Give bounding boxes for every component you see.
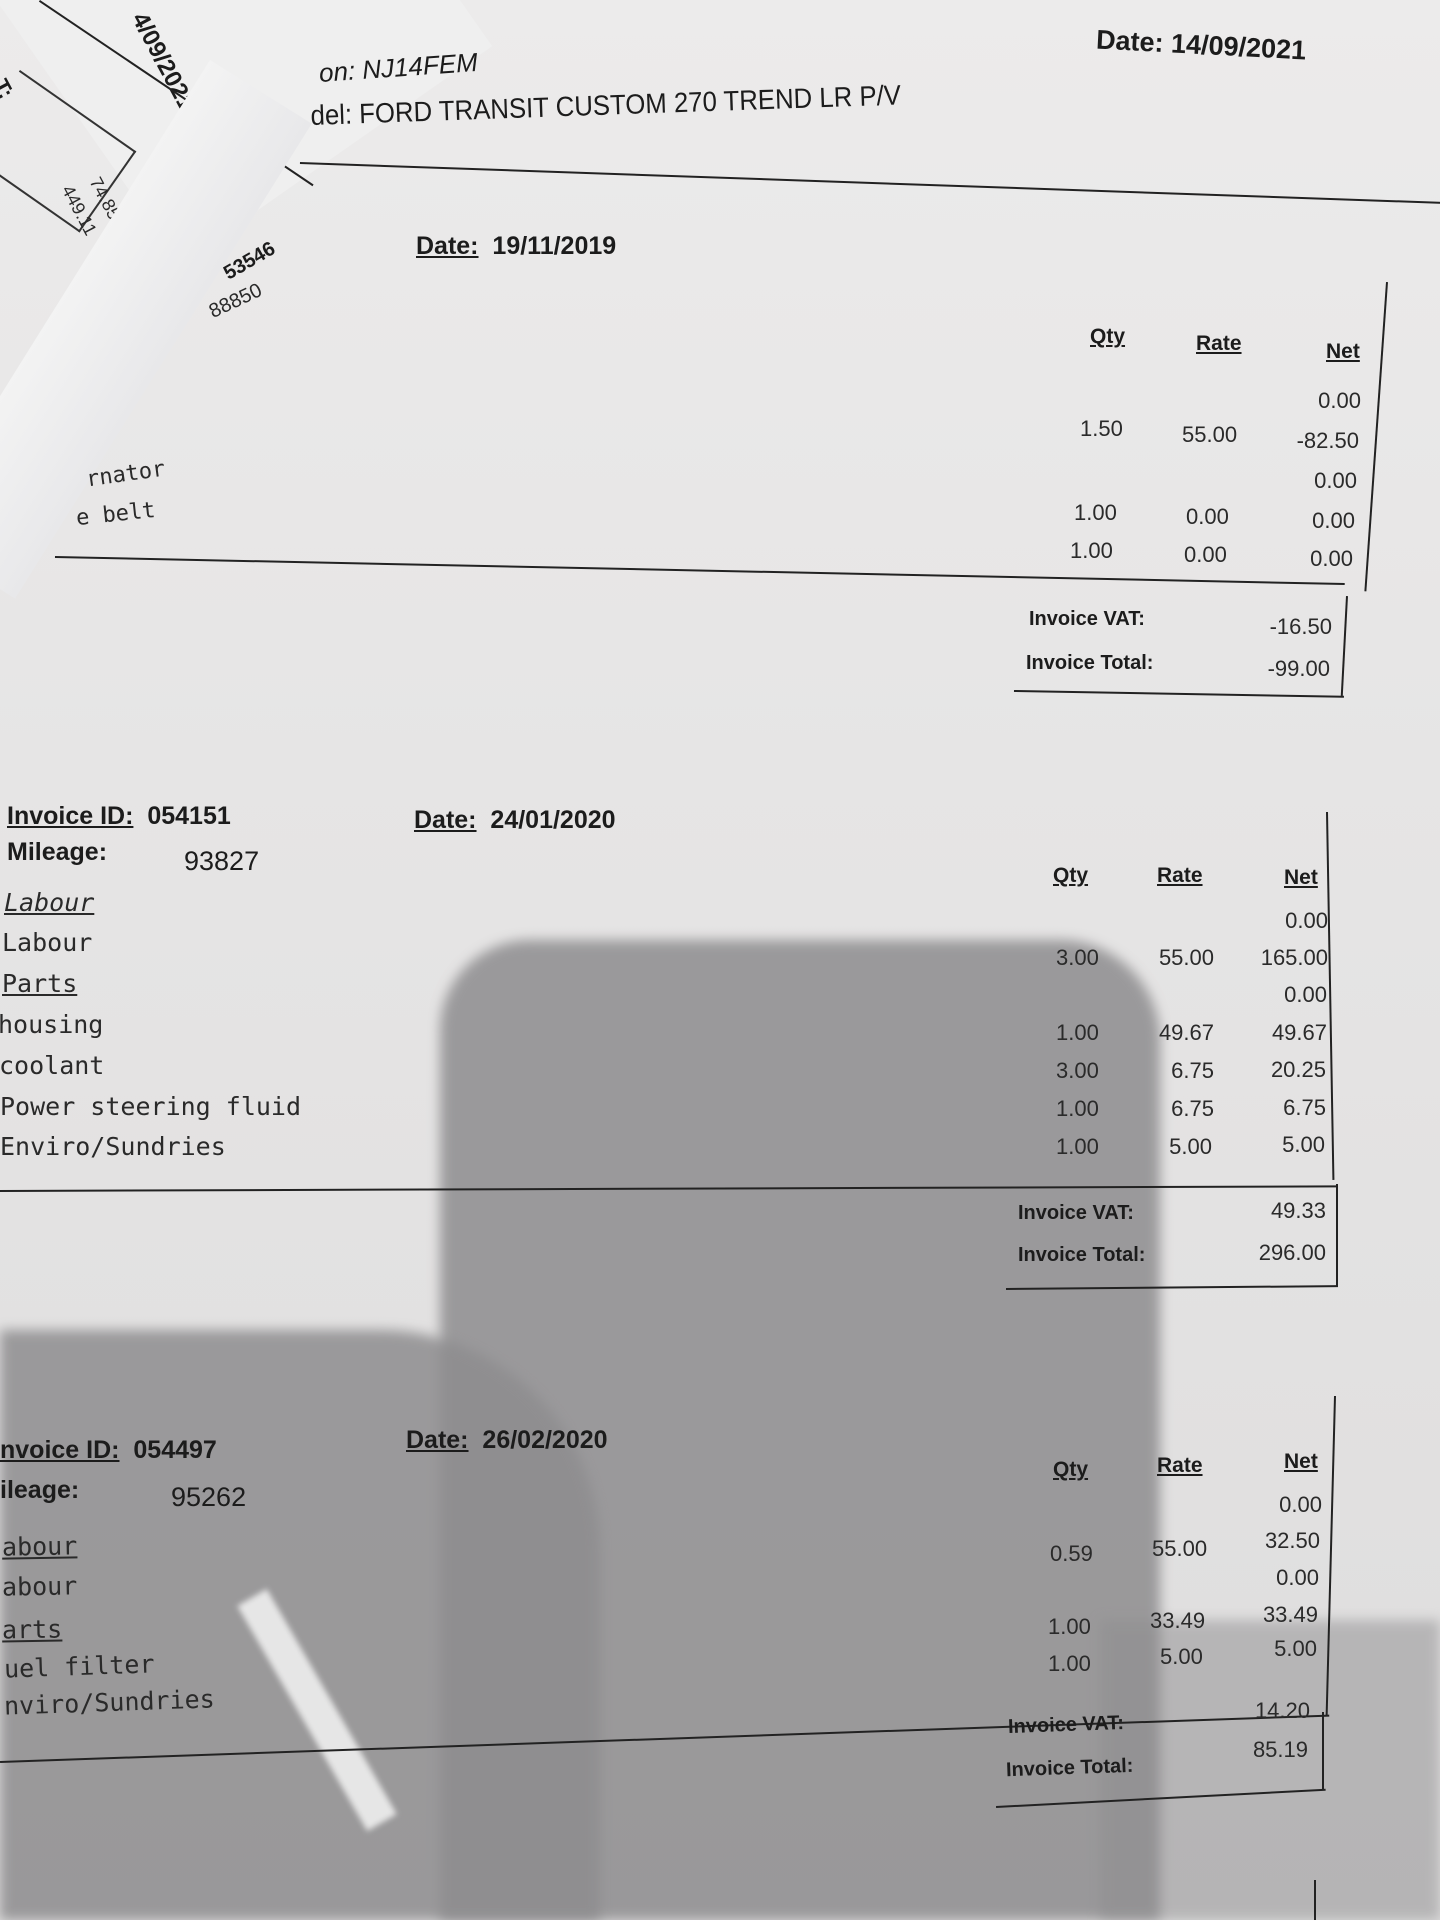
rate-cell: 0.00 bbox=[1184, 542, 1227, 567]
col-qty: Qty bbox=[1053, 864, 1089, 887]
net-cell: 165.00 bbox=[1260, 945, 1328, 970]
shadow bbox=[1100, 1620, 1440, 1920]
invoice3-mileage: 95262 bbox=[171, 1482, 247, 1512]
qty-cell: 1.00 bbox=[1056, 1020, 1099, 1045]
totals-border bbox=[1322, 1712, 1324, 1790]
rate-cell: 6.75 bbox=[1171, 1058, 1214, 1083]
page-edge bbox=[1314, 1880, 1316, 1920]
line-item: abour bbox=[1, 1531, 78, 1562]
invoice3-id: nvoice ID: 054497 bbox=[0, 1436, 217, 1464]
line-item: uel filter bbox=[3, 1649, 155, 1684]
invoice1-date: Date: 19/11/2019 bbox=[416, 232, 617, 260]
col-rate: Rate bbox=[1196, 332, 1242, 355]
invoice2-mileage: 93827 bbox=[184, 846, 260, 876]
col-qty: Qty bbox=[1053, 1458, 1089, 1481]
qty-cell: 3.00 bbox=[1056, 945, 1099, 970]
col-net: Net bbox=[1284, 1450, 1318, 1473]
totals-border bbox=[1336, 1184, 1338, 1286]
line-item: Parts bbox=[2, 969, 78, 998]
line-item: Labour bbox=[4, 888, 95, 917]
col-rate: Rate bbox=[1157, 864, 1203, 887]
invoice1-vat-label: Invoice VAT: bbox=[1029, 608, 1145, 630]
net-cell: 32.50 bbox=[1264, 1528, 1320, 1553]
rate-cell: 55.00 bbox=[1152, 1536, 1208, 1561]
rate-cell: 6.75 bbox=[1171, 1096, 1214, 1121]
invoice1-total-label: Invoice Total: bbox=[1026, 652, 1154, 674]
col-net: Net bbox=[1326, 340, 1360, 363]
invoice1-vat: -16.50 bbox=[1269, 614, 1332, 639]
invoice2-mileage-label: Mileage: bbox=[7, 838, 108, 866]
shadow bbox=[0, 1330, 600, 1920]
line-item: Enviro/Sundries bbox=[0, 1132, 226, 1161]
rate-cell: 55.00 bbox=[1158, 945, 1214, 970]
rate-cell: 5.00 bbox=[1160, 1644, 1203, 1669]
qty-cell: 1.50 bbox=[1080, 416, 1123, 441]
net-cell: 6.75 bbox=[1283, 1095, 1326, 1120]
rate-cell: 5.00 bbox=[1169, 1134, 1212, 1159]
qty-cell: 3.00 bbox=[1056, 1058, 1099, 1083]
net-cell: 0.00 bbox=[1285, 908, 1328, 933]
line-item: arts bbox=[1, 1614, 63, 1645]
line-item: abour bbox=[1, 1571, 78, 1602]
net-cell: 0.00 bbox=[1312, 508, 1355, 533]
qty-cell: 1.00 bbox=[1074, 500, 1117, 525]
header-date-value: 14/09/2021 bbox=[1170, 28, 1307, 66]
invoice3-mileage-label: ileage: bbox=[0, 1476, 80, 1504]
invoice1-total: -99.00 bbox=[1267, 656, 1330, 681]
invoice2-id: Invoice ID: 054151 bbox=[7, 802, 231, 830]
invoice2-date: Date: 24/01/2020 bbox=[414, 806, 616, 834]
net-cell: 0.00 bbox=[1284, 982, 1327, 1007]
line-item: Power steering fluid bbox=[0, 1092, 302, 1121]
qty-cell: 0.59 bbox=[1050, 1541, 1093, 1566]
rate-cell: 33.49 bbox=[1150, 1608, 1206, 1633]
net-cell: 0.00 bbox=[1276, 1565, 1319, 1590]
col-rate: Rate bbox=[1157, 1454, 1203, 1477]
rate-cell: 0.00 bbox=[1186, 504, 1229, 529]
net-cell: -82.50 bbox=[1296, 428, 1359, 453]
rate-cell: 55.00 bbox=[1182, 422, 1238, 447]
qty-cell: 1.00 bbox=[1048, 1614, 1091, 1639]
qty-cell: 1.00 bbox=[1056, 1096, 1099, 1121]
invoice3-total: 85.19 bbox=[1252, 1737, 1308, 1762]
invoice3-vat: 14.20 bbox=[1254, 1698, 1310, 1723]
col-qty: Qty bbox=[1090, 325, 1126, 348]
line-item: Labour bbox=[2, 928, 93, 957]
net-cell: 49.67 bbox=[1271, 1020, 1327, 1045]
col-net: Net bbox=[1284, 866, 1318, 889]
net-cell: 0.00 bbox=[1310, 546, 1353, 571]
net-cell: 33.49 bbox=[1262, 1602, 1318, 1627]
net-cell: 5.00 bbox=[1274, 1636, 1317, 1661]
line-item: coolant bbox=[0, 1051, 105, 1080]
net-cell: 0.00 bbox=[1279, 1492, 1322, 1517]
invoice2-vat-label: Invoice VAT: bbox=[1018, 1202, 1134, 1224]
invoice3-total-label: Invoice Total: bbox=[1005, 1754, 1134, 1782]
net-cell: 5.00 bbox=[1282, 1132, 1325, 1157]
qty-cell: 1.00 bbox=[1048, 1651, 1091, 1676]
rate-cell: 49.67 bbox=[1158, 1020, 1214, 1045]
qty-cell: 1.00 bbox=[1056, 1134, 1099, 1159]
line-item: housing bbox=[0, 1010, 104, 1039]
net-cell: 0.00 bbox=[1318, 388, 1361, 413]
net-cell: 0.00 bbox=[1314, 468, 1357, 493]
net-cell: 20.25 bbox=[1270, 1057, 1326, 1082]
invoice2-total-label: Invoice Total: bbox=[1018, 1244, 1146, 1266]
qty-cell: 1.00 bbox=[1070, 538, 1113, 563]
invoice3-date: Date: 26/02/2020 bbox=[406, 1426, 608, 1454]
invoice2-total: 296.00 bbox=[1258, 1240, 1326, 1265]
invoice3-vat-label: Invoice VAT: bbox=[1007, 1711, 1125, 1739]
invoice2-vat: 49.33 bbox=[1270, 1198, 1326, 1223]
